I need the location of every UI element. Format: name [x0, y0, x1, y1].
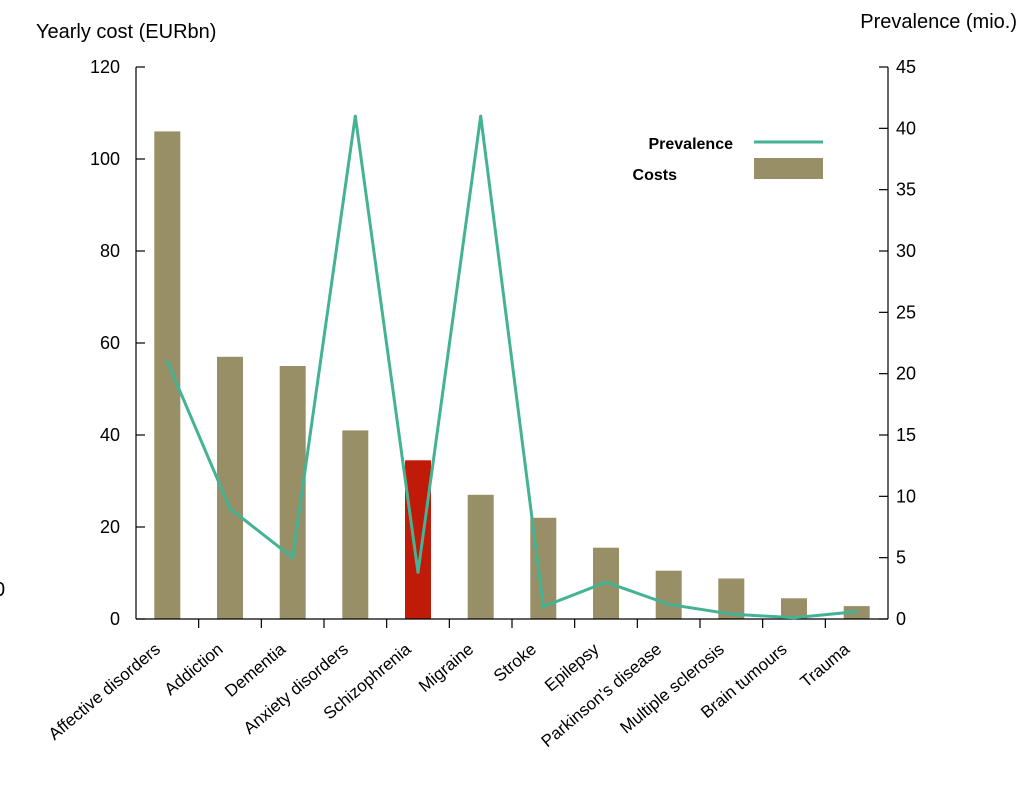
y-tick-label: 0	[110, 609, 120, 629]
axes-layer	[135, 66, 889, 628]
x-tick-label-stroke: Stroke	[490, 640, 540, 686]
legend-swatch-costs	[754, 158, 823, 179]
prevalence-point-stroke	[541, 605, 545, 609]
bar-migraine	[467, 494, 494, 619]
x-tick-label-epilepsy: Epilepsy	[541, 639, 603, 695]
legend-label-costs: Costs	[633, 167, 678, 184]
prevalence-point-epilepsy	[604, 580, 608, 584]
y2-tick-label: 35	[896, 180, 916, 200]
x-tick-label-addiction: Addiction	[161, 640, 227, 700]
y-tick-label: 40	[100, 425, 120, 445]
y-tick-label: 20	[100, 517, 120, 537]
y-tick-label: 80	[100, 241, 120, 261]
y2-tick-label: 45	[896, 57, 916, 77]
prevalence-point-affective-disorders	[165, 359, 169, 363]
prevalence-line	[165, 115, 857, 620]
bar-affective-disorders	[154, 131, 181, 619]
x-tick-label-parkinson-s-disease: Parkinson's disease	[538, 640, 666, 751]
y2-tick-label: 40	[896, 118, 916, 138]
prevalence-point-anxiety-disorders	[353, 114, 357, 118]
bar-schizophrenia	[405, 460, 431, 619]
prevalence-point-dementia	[291, 556, 295, 560]
x-tick-label-trauma: Trauma	[797, 639, 854, 691]
x-tick-label-anxiety-disorders: Anxiety disorders	[240, 640, 352, 738]
prevalence-point-parkinson-s-disease	[667, 602, 671, 606]
prevalence-point-trauma	[855, 610, 859, 614]
y2-tick-label: 5	[896, 548, 906, 568]
y2-axis-title: Prevalence (mio.)	[860, 11, 1017, 33]
y2-tick-label: 25	[896, 302, 916, 322]
prevalence-point-schizophrenia	[416, 570, 420, 574]
cropped-edge-label: 0	[0, 579, 5, 601]
y2-tick-label: 0	[896, 609, 906, 629]
prevalence-point-addiction	[228, 507, 232, 511]
bars-layer	[154, 131, 870, 619]
y-tick-label: 120	[90, 57, 120, 77]
y2-tick-label: 15	[896, 425, 916, 445]
prevalence-line-layer	[165, 114, 859, 620]
prevalence-point-multiple-sclerosis	[729, 612, 733, 616]
legend: Prevalence Costs	[633, 136, 823, 184]
bar-brain-tumours	[781, 598, 807, 619]
y2-tick-label: 30	[896, 241, 916, 261]
y-tick-label: 100	[90, 149, 120, 169]
x-tick-label-affective-disorders: Affective disorders	[45, 640, 164, 744]
x-tick-label-multiple-sclerosis: Multiple sclerosis	[617, 640, 728, 738]
y2-tick-label: 10	[896, 486, 916, 506]
bar-parkinson-s-disease	[655, 570, 682, 619]
y2-tick-label: 20	[896, 364, 916, 384]
legend-label-prevalence: Prevalence	[648, 136, 733, 153]
x-tick-label-migraine: Migraine	[415, 640, 477, 696]
prevalence-point-migraine	[479, 114, 483, 118]
y-axis-title: Yearly cost (EURbn)	[36, 21, 216, 43]
prevalence-point-brain-tumours	[792, 616, 796, 620]
bar-anxiety-disorders	[342, 430, 369, 619]
y-tick-label: 60	[100, 333, 120, 353]
